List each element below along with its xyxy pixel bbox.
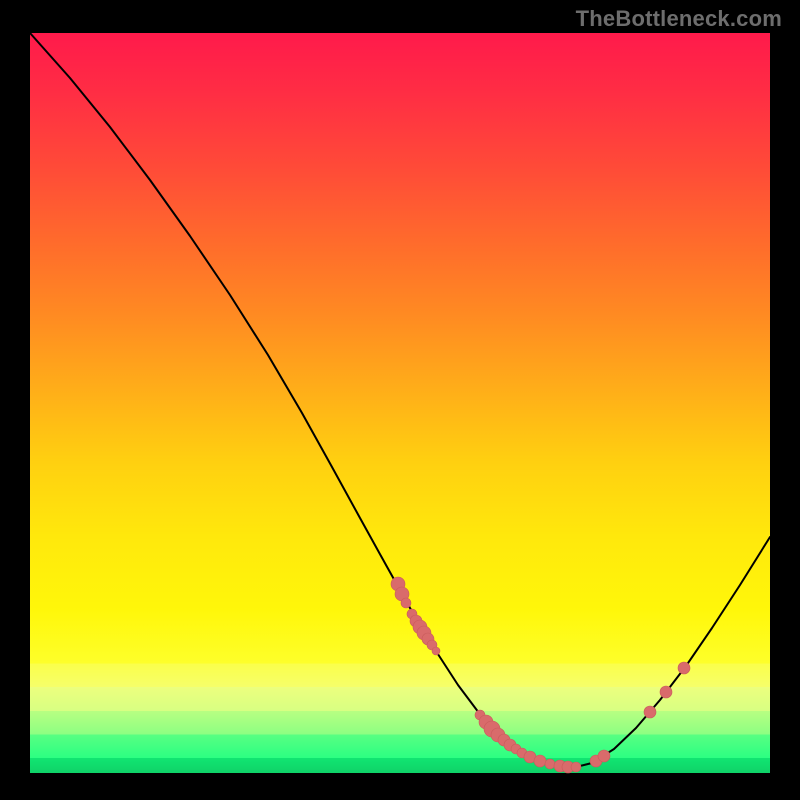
curve-marker — [545, 759, 555, 769]
curve-marker — [660, 686, 672, 698]
curve-marker — [432, 647, 440, 655]
curve-marker — [534, 755, 546, 767]
chart-background — [30, 33, 770, 773]
curve-marker — [678, 662, 690, 674]
curve-marker — [571, 762, 581, 772]
curve-marker — [401, 598, 411, 608]
chart-frame: { "watermark": { "text": "TheBottleneck.… — [0, 0, 800, 800]
curve-marker — [644, 706, 656, 718]
bottleneck-curve-chart — [0, 0, 800, 800]
curve-marker — [598, 750, 610, 762]
